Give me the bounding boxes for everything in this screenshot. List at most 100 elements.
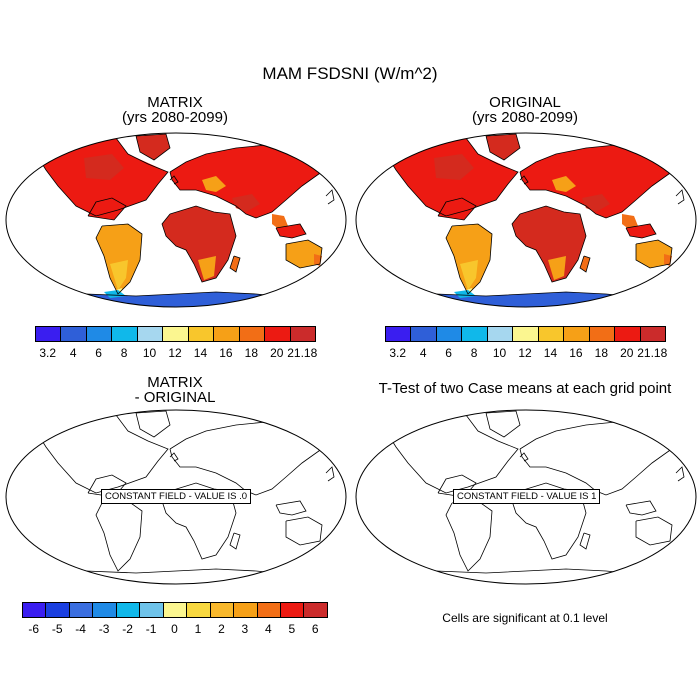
- colorbar-tick-label: 16: [569, 346, 583, 360]
- panel-title-line1: MATRIX: [147, 374, 203, 391]
- colorbar-tick-label: 12: [168, 346, 182, 360]
- colorbar-tick-label: 10: [492, 346, 507, 360]
- colorbar-tick-label: 0: [171, 622, 178, 636]
- colorbar-swatch: [213, 326, 240, 342]
- colorbar-swatch: [410, 326, 437, 342]
- constant-field-label: CONSTANT FIELD - VALUE IS .0: [101, 489, 252, 504]
- colorbar-tick-label: 8: [470, 346, 478, 360]
- colorbar-swatch: [279, 602, 305, 618]
- colorbar-tick-label: 12: [518, 346, 532, 360]
- panel-title-line2: (yrs 2080-2099): [122, 109, 228, 126]
- colorbar-swatch: [162, 602, 188, 618]
- colorbar-tick-label: 18: [244, 346, 259, 360]
- colorbar-tick-label: 21.18: [637, 346, 668, 360]
- colorbar-tick-label: 16: [219, 346, 233, 360]
- colorbar-swatch: [92, 602, 117, 618]
- colorbar-swatch: [187, 326, 215, 342]
- colorbar-swatch: [256, 602, 281, 618]
- colorbar-swatch: [303, 602, 328, 618]
- colorbar-swatch: [162, 326, 189, 342]
- colorbar-tick-label: 6: [95, 346, 102, 360]
- colorbar-swatch: [614, 326, 641, 342]
- panel-title-line1: MATRIX: [147, 94, 203, 111]
- colorbar-swatch: [68, 602, 94, 618]
- colorbar-tick-label: 2: [218, 622, 225, 636]
- colorbar-tick-label: 4: [265, 622, 272, 636]
- colorbar-tick-label: 5: [288, 622, 296, 636]
- colorbar-tick-label: 10: [142, 346, 157, 360]
- colorbar-swatch: [136, 326, 164, 342]
- panel-title-difference: MATRIX - ORIGINAL: [40, 375, 310, 405]
- colorbar-swatch: [111, 326, 138, 342]
- constant-field-label: CONSTANT FIELD - VALUE IS 1: [453, 489, 601, 504]
- colorbar-swatch: [45, 602, 70, 618]
- colorbar-tick-label: -3: [98, 622, 110, 636]
- map-outline: [355, 132, 697, 308]
- colorbar-swatch: [563, 326, 590, 342]
- colorbar-swatch: [85, 326, 113, 342]
- colorbar-difference: -6 -5 -4 -3 -2 -1 0 1 2 3 4 5 6: [22, 602, 328, 642]
- colorbar-swatch: [385, 326, 412, 342]
- colorbar-tick-label: -5: [51, 622, 63, 636]
- colorbar-tick-label: 3.2: [389, 346, 407, 360]
- colorbar-tick-label: 3: [241, 622, 249, 636]
- colorbar-swatch: [289, 326, 316, 342]
- map-panel-ttest: [355, 409, 697, 585]
- colorbar-tick-label: 18: [594, 346, 609, 360]
- panel-title-original: ORIGINAL (yrs 2080-2099): [390, 95, 660, 125]
- colorbar-swatch: [60, 326, 87, 342]
- colorbar-swatch: [238, 326, 266, 342]
- colorbar-swatch: [186, 602, 211, 618]
- panel-title-line1: ORIGINAL: [489, 94, 561, 111]
- colorbar-tick-label: -4: [75, 622, 86, 636]
- figure-title: MAM FSDSNI (W/m^2): [262, 64, 438, 83]
- colorbar-swatch: [639, 326, 666, 342]
- map-panel-original: [355, 132, 697, 308]
- colorbar-tick-label: 3.2: [39, 346, 57, 360]
- land-fill: [6, 134, 344, 307]
- colorbar-tick-label: 21.18: [287, 346, 318, 360]
- colorbar-tick-label: 1: [194, 622, 202, 636]
- colorbar-swatch: [435, 326, 463, 342]
- colorbar-tick-label: 14: [193, 346, 208, 360]
- colorbar-tick-label: 6: [311, 622, 319, 636]
- colorbar-swatches: [22, 602, 328, 618]
- panel-title-matrix: MATRIX (yrs 2080-2099): [40, 95, 310, 125]
- colorbar-tick-label: 20: [620, 346, 634, 360]
- colorbar-swatch: [35, 326, 62, 342]
- map-panel-matrix: [5, 132, 347, 308]
- colorbar-swatch: [139, 602, 164, 618]
- colorbar-tick-label: 14: [543, 346, 558, 360]
- significance-note: Cells are significant at 0.1 level: [442, 611, 608, 625]
- colorbar-swatch: [264, 326, 291, 342]
- colorbar-original: 3.2 4 6 8 10 12 14 16 18 20 21.18: [385, 326, 668, 366]
- colorbar-swatch: [537, 326, 565, 342]
- colorbar-swatch: [115, 602, 141, 618]
- colorbar-tick-label: 4: [419, 346, 427, 360]
- map-outline: [5, 132, 347, 308]
- colorbar-swatch: [22, 602, 47, 618]
- colorbar-swatch: [486, 326, 514, 342]
- colorbar-tick-label: 6: [445, 346, 452, 360]
- map-outline: [355, 409, 697, 585]
- colorbar-tick-label: 4: [69, 346, 77, 360]
- colorbar-swatch: [512, 326, 539, 342]
- colorbar-tick-label: -2: [122, 622, 133, 636]
- colorbar-swatches: [35, 326, 316, 342]
- colorbar-tick-label: -6: [28, 622, 40, 636]
- land-fill: [356, 134, 694, 307]
- colorbar-swatch: [461, 326, 488, 342]
- colorbar-swatches: [385, 326, 666, 342]
- map-outline: [5, 409, 347, 585]
- colorbar-tick-label: 8: [120, 346, 128, 360]
- colorbar-matrix: 3.2 4 6 8 10 12 14 16 18 20 21.18: [35, 326, 318, 366]
- map-panel-difference: [5, 409, 347, 585]
- panel-title-line2: (yrs 2080-2099): [472, 109, 578, 126]
- colorbar-swatch: [209, 602, 235, 618]
- colorbar-tick-label: -1: [145, 622, 157, 636]
- colorbar-swatch: [233, 602, 258, 618]
- colorbar-tick-label: 20: [270, 346, 284, 360]
- panel-title-ttest: T-Test of two Case means at each grid po…: [378, 380, 672, 397]
- panel-title-line2: - ORIGINAL: [134, 389, 216, 406]
